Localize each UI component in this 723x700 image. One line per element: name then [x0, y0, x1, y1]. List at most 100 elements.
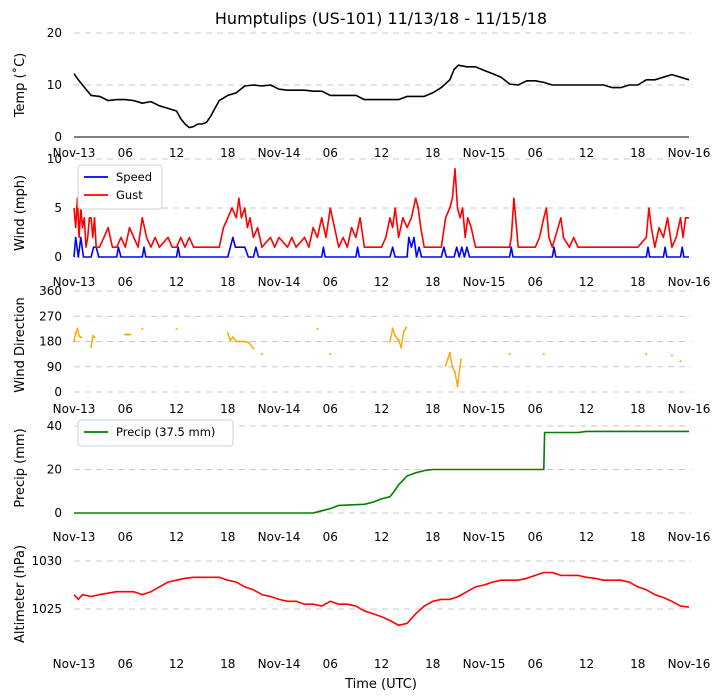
- direction-data-point: [175, 327, 178, 330]
- altimeter-xtick-label: Nov-15: [463, 657, 506, 671]
- wind-xtick-label: 18: [220, 275, 235, 289]
- wind-legend-label: Gust: [116, 188, 143, 202]
- direction-data-point: [542, 353, 545, 356]
- precip-xtick-label: 06: [323, 530, 338, 544]
- direction-series-line: [74, 328, 681, 387]
- direction-panel: 0 90 180 270 360 Wind Direction Nov-13 06 12 18 No…: [13, 284, 710, 416]
- altimeter-xtick-label: 06: [323, 657, 338, 671]
- precip-xtick-label: 12: [169, 530, 184, 544]
- direction-xtick-label: Nov-14: [258, 402, 301, 416]
- precip-series-precip-37-5-mm-: [74, 430, 689, 514]
- direction-data-point: [231, 336, 234, 339]
- direction-data-point: [91, 334, 94, 337]
- precip-xtick-label: 18: [425, 530, 440, 544]
- precip-y-axis-label: Precip (mm): [13, 428, 28, 507]
- direction-data-point: [451, 365, 454, 368]
- direction-xtick-label: Nov-16: [668, 402, 711, 416]
- altimeter-ytick-label: 1030: [31, 554, 62, 568]
- direction-data-point: [391, 327, 394, 330]
- precip-xtick-label: 12: [374, 530, 389, 544]
- direction-y-axis-label: Wind Direction: [13, 297, 28, 393]
- precip-legend-label: Precip (37.5 mm): [116, 425, 215, 439]
- direction-data-point: [444, 364, 447, 367]
- altimeter-ytick-label: 1025: [31, 602, 62, 616]
- precip-xtick-label: 12: [579, 530, 594, 544]
- wind-xtick-label: 06: [528, 275, 543, 289]
- temp-xtick-label: 18: [425, 146, 440, 160]
- altimeter-xtick-label: 12: [374, 657, 389, 671]
- temp-xtick-label: 06: [323, 146, 338, 160]
- direction-xtick-label: 12: [169, 402, 184, 416]
- direction-data-point: [229, 339, 232, 342]
- direction-data-point: [405, 326, 408, 329]
- altimeter-xtick-label: 18: [425, 657, 440, 671]
- wind-xtick-label: Nov-14: [258, 275, 301, 289]
- direction-xtick-label: 06: [118, 402, 133, 416]
- direction-xtick-label: 18: [630, 402, 645, 416]
- altimeter-xtick-label: 18: [630, 657, 645, 671]
- precip-xtick-label: Nov-14: [258, 530, 301, 544]
- temp-xtick-label: Nov-13: [53, 146, 96, 160]
- direction-data-point: [78, 334, 81, 337]
- precip-xtick-label: 18: [220, 530, 235, 544]
- chart-title: Humptulips (US-101) 11/13/18 - 11/15/18: [215, 9, 547, 28]
- direction-data-point: [74, 332, 77, 335]
- wind-ytick-label: 5: [54, 201, 62, 215]
- direction-xtick-label: 06: [323, 402, 338, 416]
- temp-xtick-label: 18: [220, 146, 235, 160]
- altimeter-xtick-label: 06: [528, 657, 543, 671]
- temp-xtick-label: Nov-16: [668, 146, 711, 160]
- direction-data-point: [389, 340, 392, 343]
- precip-xtick-label: 06: [528, 530, 543, 544]
- temp-xtick-label: 06: [118, 146, 133, 160]
- temp-y-axis-label: Temp (˚C): [12, 53, 28, 119]
- wind-xtick-label: 18: [630, 275, 645, 289]
- direction-data-point: [126, 333, 129, 336]
- temp-ytick-label: 20: [47, 26, 62, 40]
- precip-legend-box: [77, 419, 234, 447]
- altimeter-xtick-label: 18: [220, 657, 235, 671]
- temp-xtick-label: 06: [528, 146, 543, 160]
- precip-panel: 0 20 40 Precip (mm) Nov-13 06 12 18 Nov-14 06 12 18…: [13, 419, 710, 544]
- wind-y-axis-label: Wind (mph): [13, 175, 28, 251]
- direction-data-point: [76, 327, 79, 330]
- wind-xtick-label: 18: [425, 275, 440, 289]
- direction-data-point: [394, 334, 397, 337]
- temp-ytick-label: 10: [47, 78, 62, 92]
- direction-data-point: [316, 327, 319, 330]
- precip-ytick-label: 40: [47, 419, 62, 433]
- direction-ytick-label: 180: [39, 335, 62, 349]
- direction-data-point: [239, 340, 242, 343]
- direction-data-point: [79, 336, 82, 339]
- direction-data-point: [447, 357, 450, 360]
- wind-xtick-label: 06: [118, 275, 133, 289]
- x-axis-label: Time (UTC): [344, 677, 417, 692]
- precip-ytick-label: 20: [47, 463, 62, 477]
- altimeter-xtick-label: Nov-16: [668, 657, 711, 671]
- temp-xtick-label: Nov-14: [258, 146, 301, 160]
- wind-xtick-label: 06: [323, 275, 338, 289]
- direction-data-point: [90, 346, 93, 349]
- precip-xtick-label: Nov-16: [668, 530, 711, 544]
- direction-data-point: [243, 340, 246, 343]
- temp-panel: 0 10 20 Temp (˚C) Nov-13 06 12 18 Nov-14 06 12 18 No…: [12, 26, 710, 160]
- precip-xtick-label: Nov-13: [53, 530, 96, 544]
- wind-legend-label: Speed: [116, 170, 152, 184]
- direction-data-point: [453, 371, 456, 374]
- temp-series-temperature: [73, 64, 690, 129]
- direction-data-point: [260, 353, 263, 356]
- direction-data-point: [679, 360, 682, 363]
- altimeter-y-axis-label: Altimeter (hPa): [13, 545, 28, 643]
- direction-xtick-label: 12: [374, 402, 389, 416]
- direction-xtick-label: 18: [220, 402, 235, 416]
- direction-data-point: [397, 339, 400, 342]
- precip-xtick-label: 06: [118, 530, 133, 544]
- temp-xtick-label: 12: [169, 146, 184, 160]
- direction-data-point: [93, 336, 96, 339]
- wind-legend-box: [77, 164, 163, 210]
- precip-xtick-label: 18: [630, 530, 645, 544]
- direction-data-point: [645, 353, 648, 356]
- direction-xtick-label: Nov-15: [463, 402, 506, 416]
